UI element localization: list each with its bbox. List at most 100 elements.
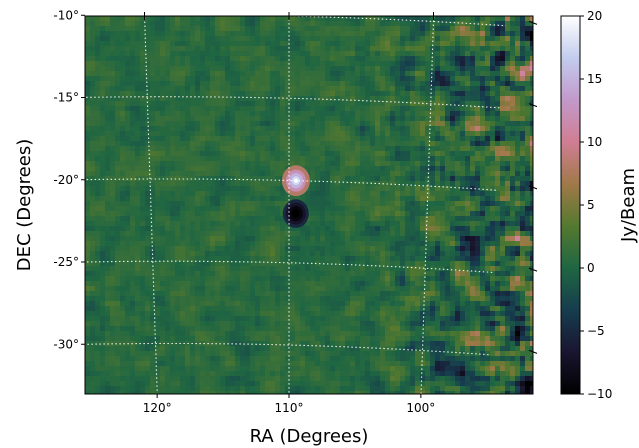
heatmap-cell: [165, 51, 171, 57]
heatmap-cell: [155, 76, 161, 82]
heatmap-cell: [480, 61, 486, 67]
heatmap-cell: [240, 66, 246, 72]
heatmap-cell: [115, 131, 121, 137]
heatmap-cell: [420, 46, 426, 52]
heatmap-cell: [225, 146, 231, 152]
heatmap-cell: [355, 51, 361, 57]
heatmap-cell: [220, 211, 226, 217]
heatmap-cell: [515, 96, 521, 102]
heatmap-cell: [260, 191, 266, 197]
heatmap-cell: [515, 131, 521, 137]
heatmap-cell: [325, 121, 331, 127]
heatmap-cell: [210, 46, 216, 52]
heatmap-cell: [405, 126, 411, 132]
heatmap-cell: [110, 136, 116, 142]
heatmap-cell: [125, 151, 131, 157]
heatmap-cell: [405, 171, 411, 177]
heatmap-cell: [450, 261, 456, 267]
heatmap-cell: [230, 106, 236, 112]
heatmap-cell: [215, 161, 221, 167]
heatmap-cell: [285, 276, 291, 282]
heatmap-cell: [360, 111, 366, 117]
heatmap-cell: [90, 241, 96, 247]
heatmap-cell: [95, 41, 101, 47]
heatmap-cell: [465, 111, 471, 117]
heatmap-cell: [125, 31, 131, 37]
heatmap-cell: [180, 161, 186, 167]
heatmap-cell: [295, 131, 301, 137]
heatmap-cell: [270, 91, 276, 97]
heatmap-cell: [335, 196, 341, 202]
heatmap-cell: [435, 91, 441, 97]
heatmap-cell: [405, 276, 411, 282]
heatmap-cell: [120, 21, 126, 27]
heatmap-cell: [130, 221, 136, 227]
heatmap-cell: [200, 136, 206, 142]
heatmap-cell: [115, 161, 121, 167]
heatmap-cell: [300, 56, 306, 62]
heatmap-cell: [520, 186, 526, 192]
heatmap-cell: [480, 196, 486, 202]
heatmap-cell: [515, 16, 521, 22]
heatmap-cell: [210, 21, 216, 27]
heatmap-cell: [355, 196, 361, 202]
heatmap-cell: [100, 261, 106, 267]
heatmap-cell: [170, 291, 176, 297]
heatmap-cell: [100, 76, 106, 82]
heatmap-cell: [320, 106, 326, 112]
heatmap-cell: [280, 111, 286, 117]
heatmap-cell: [320, 186, 326, 192]
heatmap-cell: [165, 276, 171, 282]
heatmap-cell: [105, 156, 111, 162]
heatmap-cell: [530, 246, 533, 252]
heatmap-cell: [235, 211, 241, 217]
heatmap-cell: [510, 56, 516, 62]
heatmap-cell: [475, 121, 481, 127]
heatmap-cell: [285, 101, 291, 107]
heatmap-cell: [315, 101, 321, 107]
heatmap-cell: [435, 141, 441, 147]
heatmap-cell: [350, 146, 356, 152]
heatmap-cell: [105, 211, 111, 217]
heatmap-cell: [190, 111, 196, 117]
heatmap-cell: [265, 211, 271, 217]
heatmap-cell: [525, 81, 531, 87]
heatmap-cell: [485, 16, 491, 22]
heatmap-cell: [515, 251, 521, 257]
heatmap-cell: [230, 171, 236, 177]
heatmap-cell: [485, 166, 491, 172]
heatmap-cell: [180, 281, 186, 287]
heatmap-cell: [400, 231, 406, 237]
heatmap-cell: [355, 181, 361, 187]
heatmap-cell: [255, 131, 261, 137]
heatmap-cell: [485, 171, 491, 177]
heatmap-cell: [380, 61, 386, 67]
heatmap-cell: [325, 231, 331, 237]
heatmap-cell: [400, 276, 406, 282]
heatmap-cell: [240, 116, 246, 122]
heatmap-cell: [165, 206, 171, 212]
heatmap-cell: [205, 171, 211, 177]
heatmap-cell: [410, 206, 416, 212]
heatmap-cell: [200, 51, 206, 57]
heatmap-cell: [250, 276, 256, 282]
heatmap-cell: [225, 151, 231, 157]
heatmap-cell: [140, 251, 146, 257]
heatmap-cell: [430, 131, 436, 137]
heatmap-cell: [205, 206, 211, 212]
heatmap-cell: [130, 256, 136, 262]
heatmap-cell: [450, 221, 456, 227]
heatmap-cell: [405, 76, 411, 82]
heatmap-cell: [240, 266, 246, 272]
heatmap-cell: [445, 231, 451, 237]
heatmap-cell: [230, 81, 236, 87]
heatmap-cell: [185, 216, 191, 222]
heatmap-cell: [85, 246, 91, 252]
heatmap-cell: [440, 181, 446, 187]
heatmap-cell: [470, 151, 476, 157]
heatmap-cell: [345, 221, 351, 227]
heatmap-cell: [460, 51, 466, 57]
heatmap-cell: [120, 246, 126, 252]
heatmap-cell: [255, 36, 261, 42]
heatmap-cell: [140, 86, 146, 92]
